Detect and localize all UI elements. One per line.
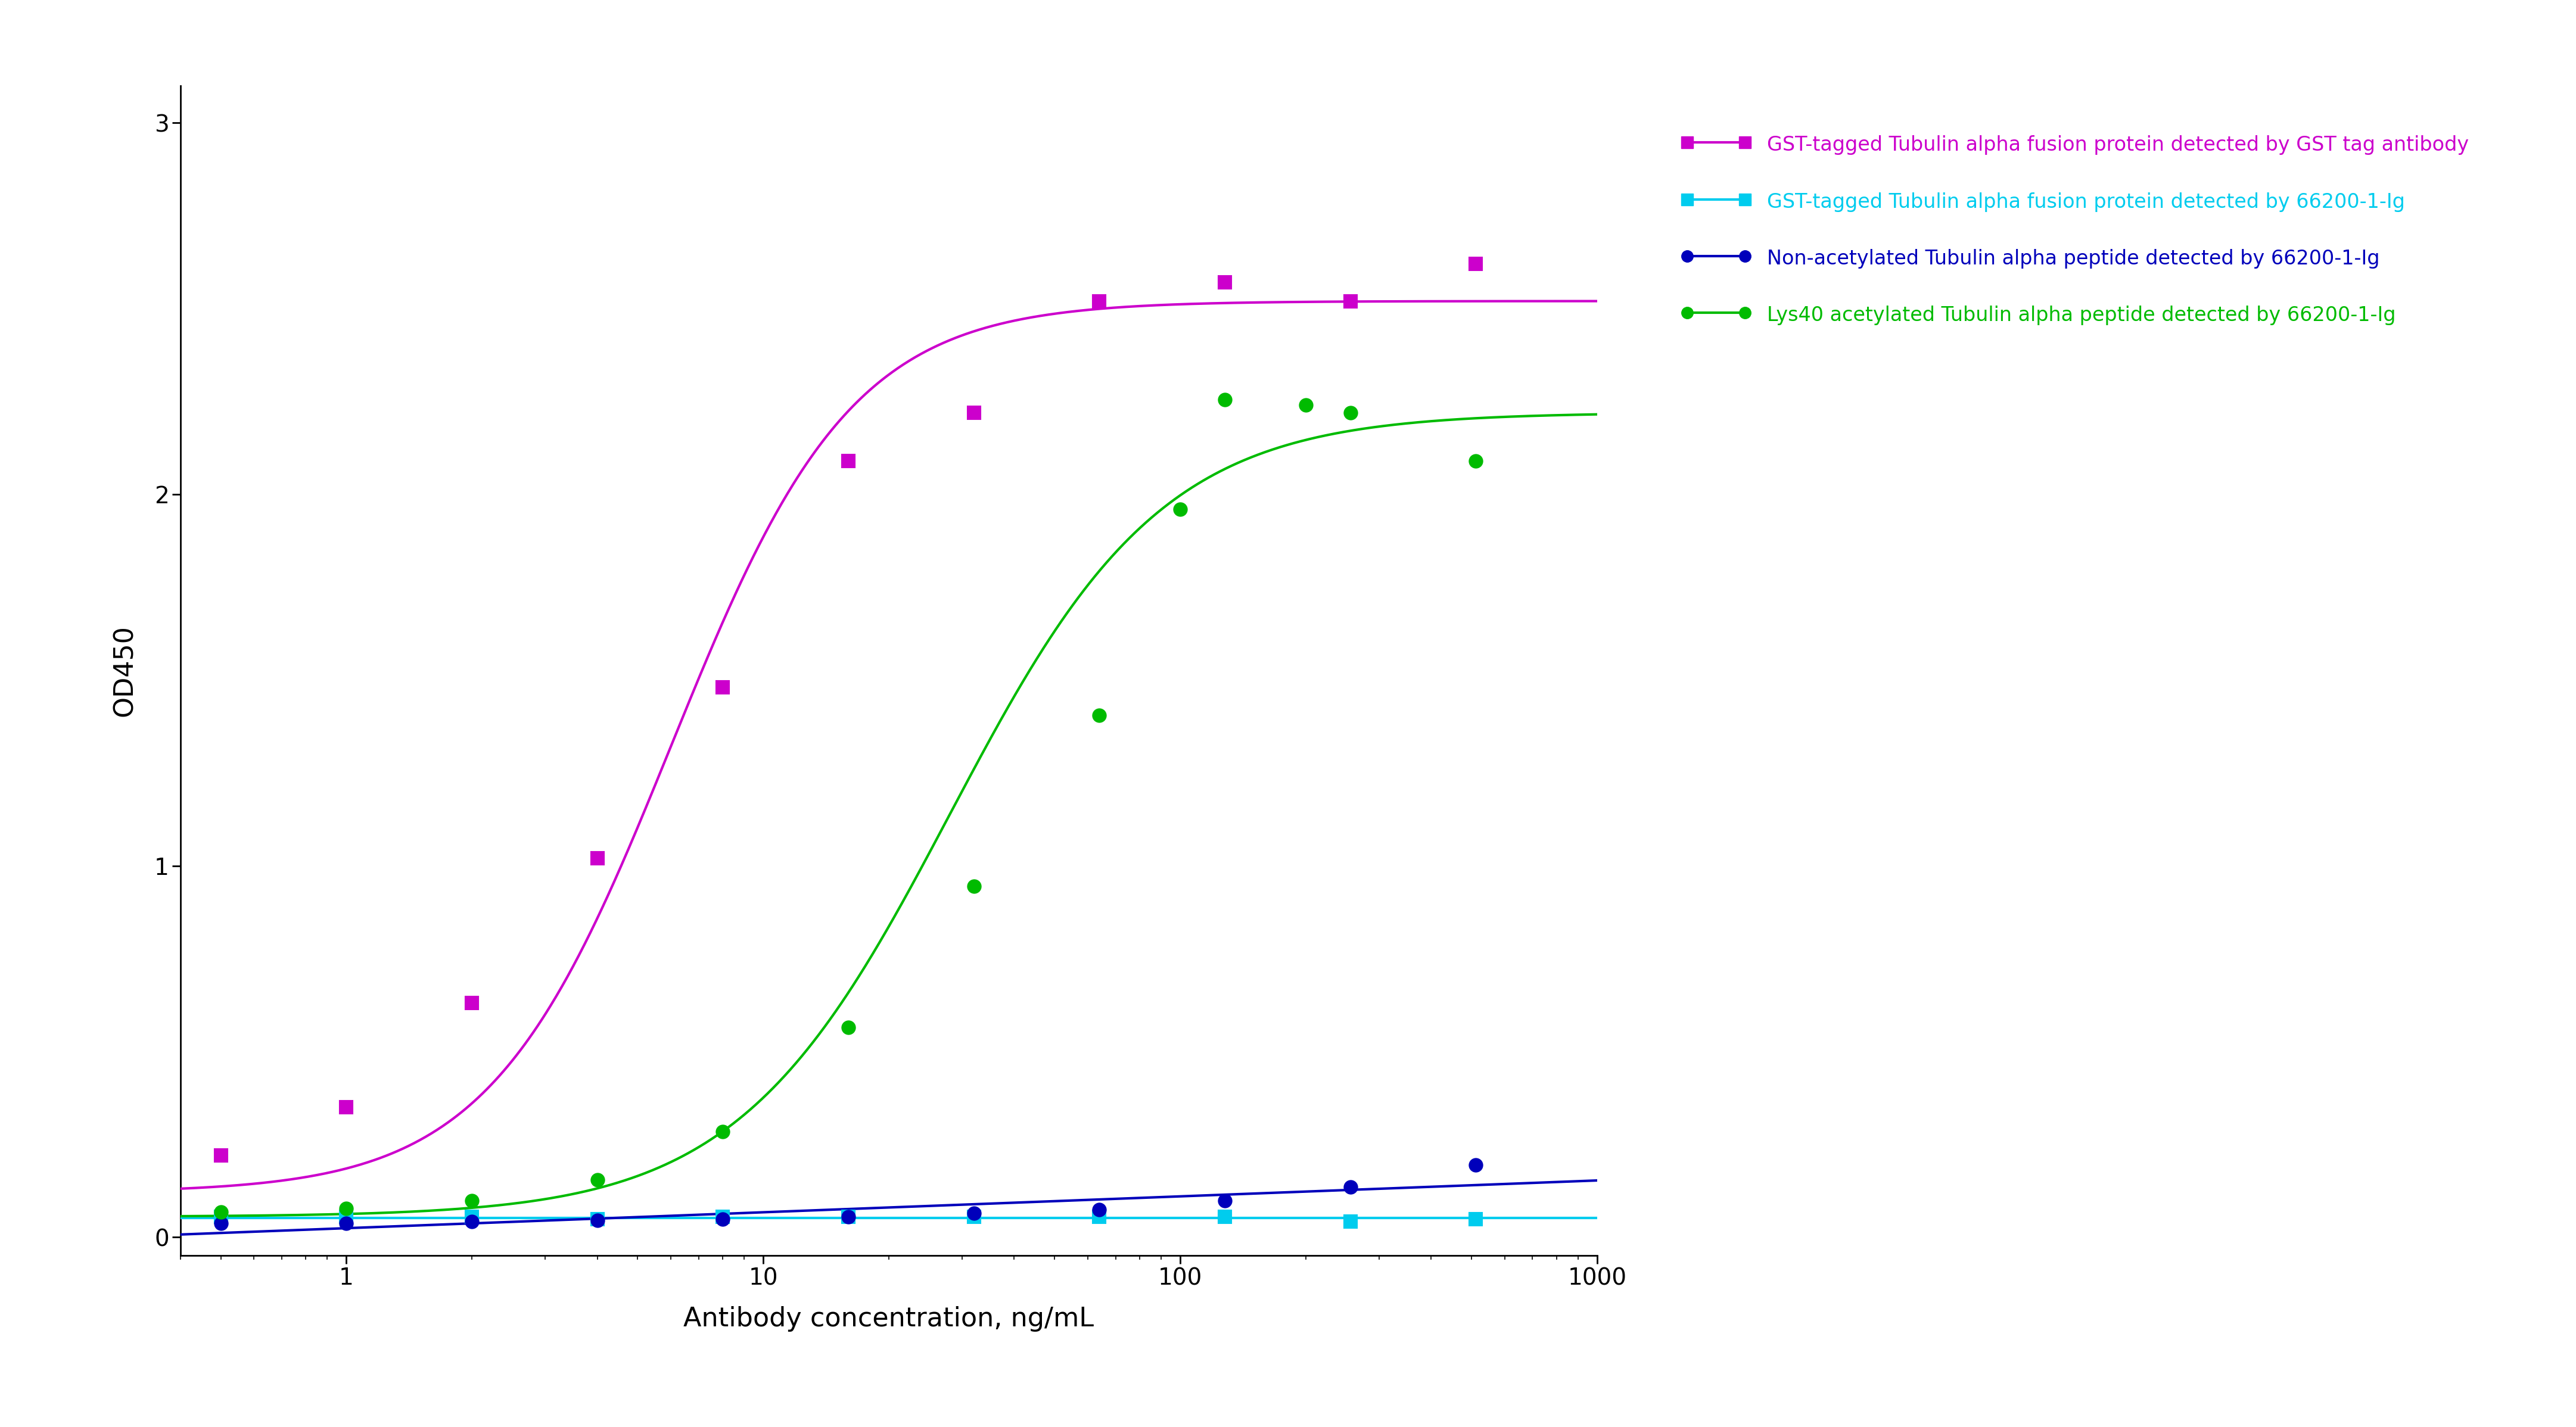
GST-tagged Tubulin alpha fusion protein detected by 66200-1-Ig — [165, 1209, 196, 1226]
GST-tagged Tubulin alpha fusion protein detected by 66200-1-Ig — [1296, 1209, 1327, 1226]
Lys40 acetylated Tubulin alpha peptide detected by 66200-1-Ig — [1270, 437, 1301, 454]
Lys40 acetylated Tubulin alpha peptide detected by 66200-1-Ig — [165, 1207, 196, 1224]
Non-acetylated Tubulin alpha peptide detected by 66200-1-Ig — [1582, 1172, 1613, 1189]
Non-acetylated Tubulin alpha peptide detected by 66200-1-Ig — [788, 1202, 819, 1219]
Line: Lys40 acetylated Tubulin alpha peptide detected by 66200-1-Ig: Lys40 acetylated Tubulin alpha peptide d… — [180, 414, 1597, 1216]
Legend: GST-tagged Tubulin alpha fusion protein detected by GST tag antibody, GST-tagged: GST-tagged Tubulin alpha fusion protein … — [1672, 124, 2478, 335]
Non-acetylated Tubulin alpha peptide detected by 66200-1-Ig — [165, 1226, 196, 1243]
Non-acetylated Tubulin alpha peptide detected by 66200-1-Ig — [1270, 1184, 1301, 1202]
Lys40 acetylated Tubulin alpha peptide detected by 66200-1-Ig — [1296, 430, 1327, 447]
Lys40 acetylated Tubulin alpha peptide detected by 66200-1-Ig — [1139, 508, 1170, 525]
Lys40 acetylated Tubulin alpha peptide detected by 66200-1-Ig — [309, 1206, 340, 1223]
Non-acetylated Tubulin alpha peptide detected by 66200-1-Ig — [309, 1220, 340, 1237]
Non-acetylated Tubulin alpha peptide detected by 66200-1-Ig — [1139, 1189, 1170, 1206]
GST-tagged Tubulin alpha fusion protein detected by GST tag antibody — [1296, 294, 1327, 311]
GST-tagged Tubulin alpha fusion protein detected by GST tag antibody — [788, 458, 819, 475]
GST-tagged Tubulin alpha fusion protein detected by GST tag antibody — [309, 1164, 340, 1182]
Lys40 acetylated Tubulin alpha peptide detected by 66200-1-Ig — [1582, 405, 1613, 422]
Line: GST-tagged Tubulin alpha fusion protein detected by GST tag antibody: GST-tagged Tubulin alpha fusion protein … — [180, 301, 1597, 1189]
Lys40 acetylated Tubulin alpha peptide detected by 66200-1-Ig — [737, 1099, 768, 1116]
Line: Non-acetylated Tubulin alpha peptide detected by 66200-1-Ig: Non-acetylated Tubulin alpha peptide det… — [180, 1180, 1597, 1234]
GST-tagged Tubulin alpha fusion protein detected by GST tag antibody — [1270, 294, 1301, 311]
GST-tagged Tubulin alpha fusion protein detected by GST tag antibody — [165, 1180, 196, 1197]
GST-tagged Tubulin alpha fusion protein detected by 66200-1-Ig — [1270, 1209, 1301, 1226]
GST-tagged Tubulin alpha fusion protein detected by 66200-1-Ig — [1139, 1209, 1170, 1226]
GST-tagged Tubulin alpha fusion protein detected by 66200-1-Ig — [309, 1209, 340, 1226]
Y-axis label: OD450: OD450 — [113, 625, 137, 716]
GST-tagged Tubulin alpha fusion protein detected by 66200-1-Ig — [788, 1209, 819, 1226]
GST-tagged Tubulin alpha fusion protein detected by 66200-1-Ig — [1582, 1209, 1613, 1226]
GST-tagged Tubulin alpha fusion protein detected by GST tag antibody — [1582, 293, 1613, 310]
X-axis label: Antibody concentration, ng/mL: Antibody concentration, ng/mL — [683, 1306, 1095, 1331]
GST-tagged Tubulin alpha fusion protein detected by GST tag antibody — [737, 548, 768, 565]
GST-tagged Tubulin alpha fusion protein detected by 66200-1-Ig — [737, 1209, 768, 1226]
Lys40 acetylated Tubulin alpha peptide detected by 66200-1-Ig — [788, 1045, 819, 1062]
GST-tagged Tubulin alpha fusion protein detected by GST tag antibody — [1139, 297, 1170, 314]
Non-acetylated Tubulin alpha peptide detected by 66200-1-Ig — [1296, 1183, 1327, 1200]
Non-acetylated Tubulin alpha peptide detected by 66200-1-Ig — [737, 1204, 768, 1222]
